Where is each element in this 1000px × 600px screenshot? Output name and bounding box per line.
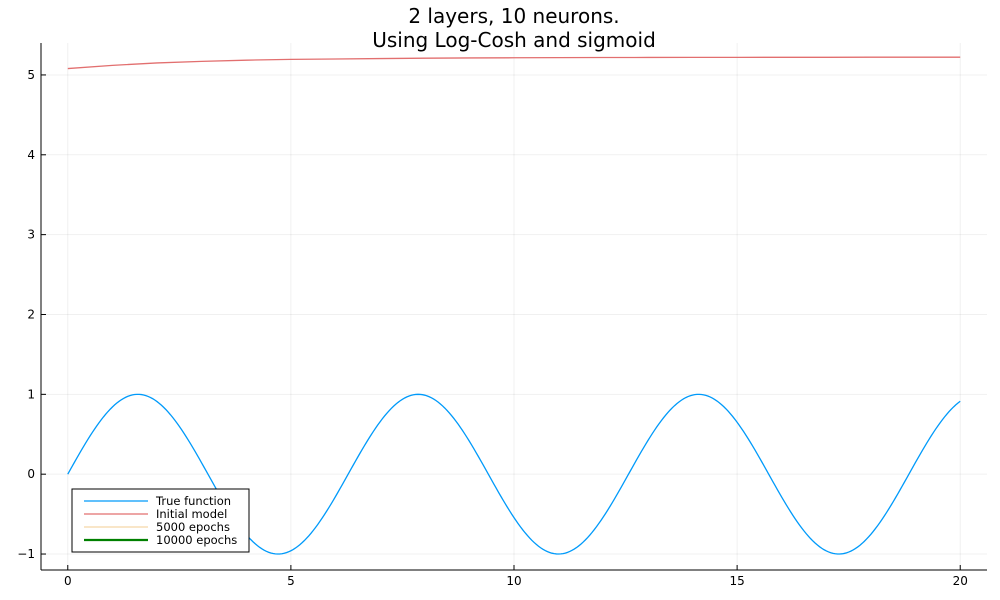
legend-box [71, 488, 250, 553]
chart-title-line: 2 layers, 10 neurons. [408, 4, 619, 28]
y-tick-label: 5 [27, 68, 35, 82]
axes [40, 43, 987, 571]
x-tick-label: 15 [729, 574, 744, 588]
legend-label: True function [155, 494, 231, 508]
legend-label: Initial model [156, 507, 227, 521]
y-tick-label: 0 [27, 467, 35, 481]
x-tick-label: 20 [953, 574, 968, 588]
grid [41, 43, 987, 570]
series-line-initial-model [67, 56, 961, 70]
tick-labels: 0 5 10 15 20 −1 0 1 2 3 4 5 [17, 68, 968, 588]
x-tick-label: 5 [287, 574, 295, 588]
x-tick-label: 0 [64, 574, 72, 588]
y-tick-label: 3 [27, 228, 35, 242]
chart-title: 2 layers, 10 neurons.Using Log-Cosh and … [372, 4, 656, 52]
legend-label: 10000 epochs [156, 533, 237, 547]
legend-label: 5000 epochs [156, 520, 230, 534]
y-tick-label: −1 [17, 547, 35, 561]
x-tick-label: 10 [506, 574, 521, 588]
y-tick-label: 2 [27, 307, 35, 321]
chart-title-line: Using Log-Cosh and sigmoid [372, 28, 656, 52]
y-tick-label: 1 [27, 387, 35, 401]
y-tick-label: 4 [27, 148, 35, 162]
